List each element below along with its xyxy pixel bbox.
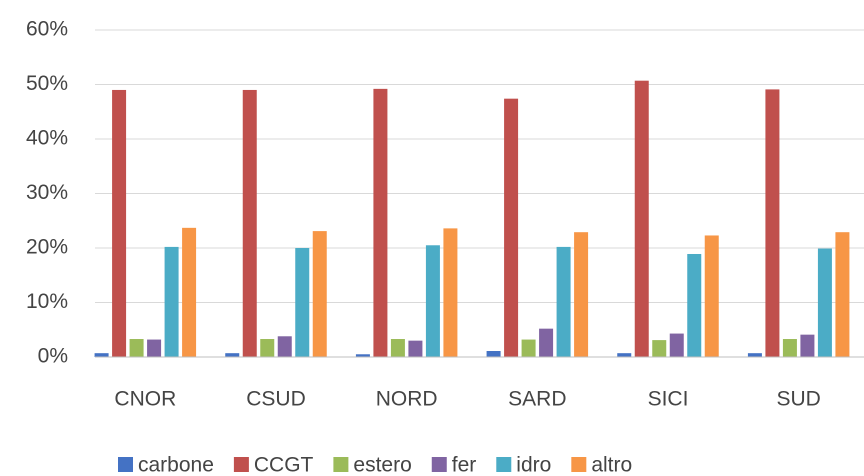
legend-swatch — [333, 457, 349, 472]
legend-label: CCGT — [254, 454, 314, 476]
legend-label: fer — [452, 454, 477, 476]
bar — [277, 336, 292, 357]
legend-swatch — [496, 457, 512, 472]
legend-swatch — [431, 457, 447, 472]
bar — [817, 248, 832, 357]
bar — [260, 339, 275, 357]
bar — [765, 89, 780, 357]
bar — [556, 246, 571, 357]
bar — [486, 351, 501, 357]
legend-swatch — [571, 457, 587, 472]
legend-label: estero — [353, 454, 411, 476]
legend-label: carbone — [138, 454, 214, 476]
bar — [747, 353, 762, 357]
bar — [242, 89, 257, 357]
bar — [521, 339, 536, 357]
bar — [129, 339, 144, 357]
y-tick-label: 10% — [26, 290, 68, 313]
bar — [504, 98, 519, 358]
legend-swatch — [233, 457, 249, 472]
bar — [408, 340, 423, 357]
bar — [112, 89, 127, 357]
bar — [669, 333, 684, 357]
legend-label: altro — [591, 454, 632, 476]
bar — [94, 353, 109, 357]
bar — [443, 228, 458, 357]
y-tick-label: 60% — [26, 18, 68, 41]
x-tick-label: SUD — [776, 388, 820, 411]
bar — [704, 235, 719, 357]
bar — [295, 248, 310, 357]
bar — [574, 232, 589, 357]
bar — [425, 245, 440, 357]
y-tick-label: 50% — [26, 72, 68, 95]
bar — [373, 88, 388, 358]
y-tick-label: 40% — [26, 127, 68, 150]
bar — [355, 354, 370, 357]
bar — [164, 246, 179, 357]
bar — [225, 353, 240, 357]
bar — [617, 353, 632, 357]
bar — [687, 253, 702, 357]
x-tick-label: CNOR — [114, 388, 176, 411]
x-tick-label: SICI — [648, 388, 689, 411]
x-tick-label: SARD — [508, 388, 566, 411]
bar — [634, 80, 649, 357]
x-tick-label: NORD — [376, 388, 438, 411]
bar — [312, 231, 327, 357]
legend-label: idro — [516, 454, 551, 476]
bar — [835, 232, 850, 357]
bar — [539, 328, 554, 357]
x-tick-label: CSUD — [246, 388, 306, 411]
y-tick-label: 0% — [38, 345, 68, 368]
bar — [652, 340, 667, 357]
y-tick-label: 30% — [26, 181, 68, 204]
bar — [800, 334, 815, 357]
bar — [782, 339, 797, 357]
legend-swatch — [118, 457, 133, 472]
bar — [390, 339, 405, 357]
y-tick-label: 20% — [26, 236, 68, 259]
bar — [147, 339, 162, 357]
bar — [182, 227, 197, 357]
